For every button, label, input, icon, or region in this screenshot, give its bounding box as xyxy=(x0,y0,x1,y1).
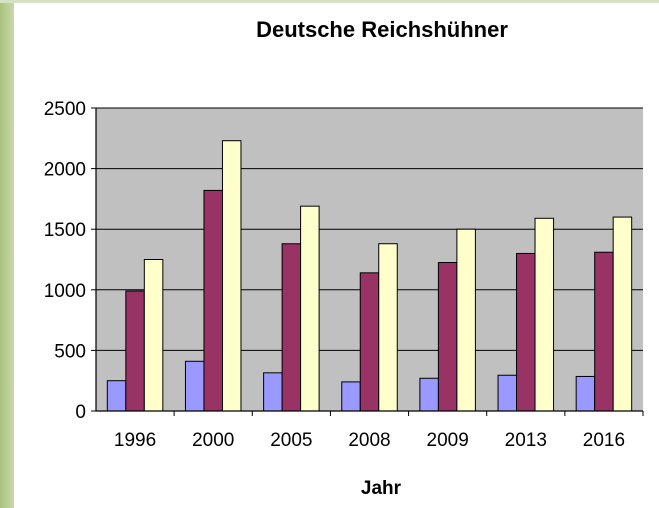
bar-2008-series-2 xyxy=(359,272,380,412)
bar-2009-series-3 xyxy=(456,228,476,412)
bar-1996-series-2 xyxy=(125,290,145,412)
bar-2008-series-3 xyxy=(378,243,398,412)
bar-2008-series-1 xyxy=(341,381,361,412)
bar-1996-series-3 xyxy=(143,259,164,412)
bar-2013-series-3 xyxy=(534,217,555,412)
x-tick-label: 2000 xyxy=(192,430,234,451)
bars-group xyxy=(106,140,633,412)
bar-2000-series-3 xyxy=(221,140,242,412)
chart-title: Deutsche Reichshühner xyxy=(256,17,508,42)
bar-2005-series-3 xyxy=(300,205,320,412)
y-tick-label: 1000 xyxy=(44,281,86,302)
bar-2005-series-2 xyxy=(281,243,302,412)
bar-2005-series-1 xyxy=(263,372,283,412)
x-axis-title: Jahr xyxy=(361,478,402,499)
axes-group xyxy=(91,107,644,416)
top-decorative-strip xyxy=(0,0,659,3)
x-tick-label: 2008 xyxy=(348,430,390,451)
y-tick-label: 1500 xyxy=(44,220,86,241)
bar-2000-series-2 xyxy=(203,189,223,412)
x-tick-label: 2013 xyxy=(505,430,547,451)
y-tick-labels: 0 500 1000 1500 2000 2500 xyxy=(44,99,86,423)
bar-2009-series-1 xyxy=(419,377,439,412)
bar-2013-series-2 xyxy=(516,252,536,412)
bar-2016-series-3 xyxy=(612,216,633,412)
y-tick-label: 2500 xyxy=(44,99,86,120)
bar-2016-series-2 xyxy=(594,251,614,412)
x-tick-label: 2016 xyxy=(583,430,625,451)
x-tick-label: 1996 xyxy=(114,430,156,451)
x-tick-label: 2009 xyxy=(427,430,469,451)
y-tick-label: 500 xyxy=(54,341,86,362)
y-tick-label: 0 xyxy=(75,402,86,423)
bar-2009-series-2 xyxy=(437,262,458,412)
bar-2000-series-1 xyxy=(184,360,205,412)
x-tick-labels: 1996 2000 2005 2008 2009 2013 2016 xyxy=(114,430,625,451)
y-tick-label: 2000 xyxy=(44,160,86,181)
bar-2013-series-1 xyxy=(497,374,518,412)
bar-2016-series-1 xyxy=(575,375,596,412)
left-decorative-strip xyxy=(0,0,14,508)
x-tick-label: 2005 xyxy=(270,430,312,451)
bar-1996-series-1 xyxy=(106,380,127,412)
